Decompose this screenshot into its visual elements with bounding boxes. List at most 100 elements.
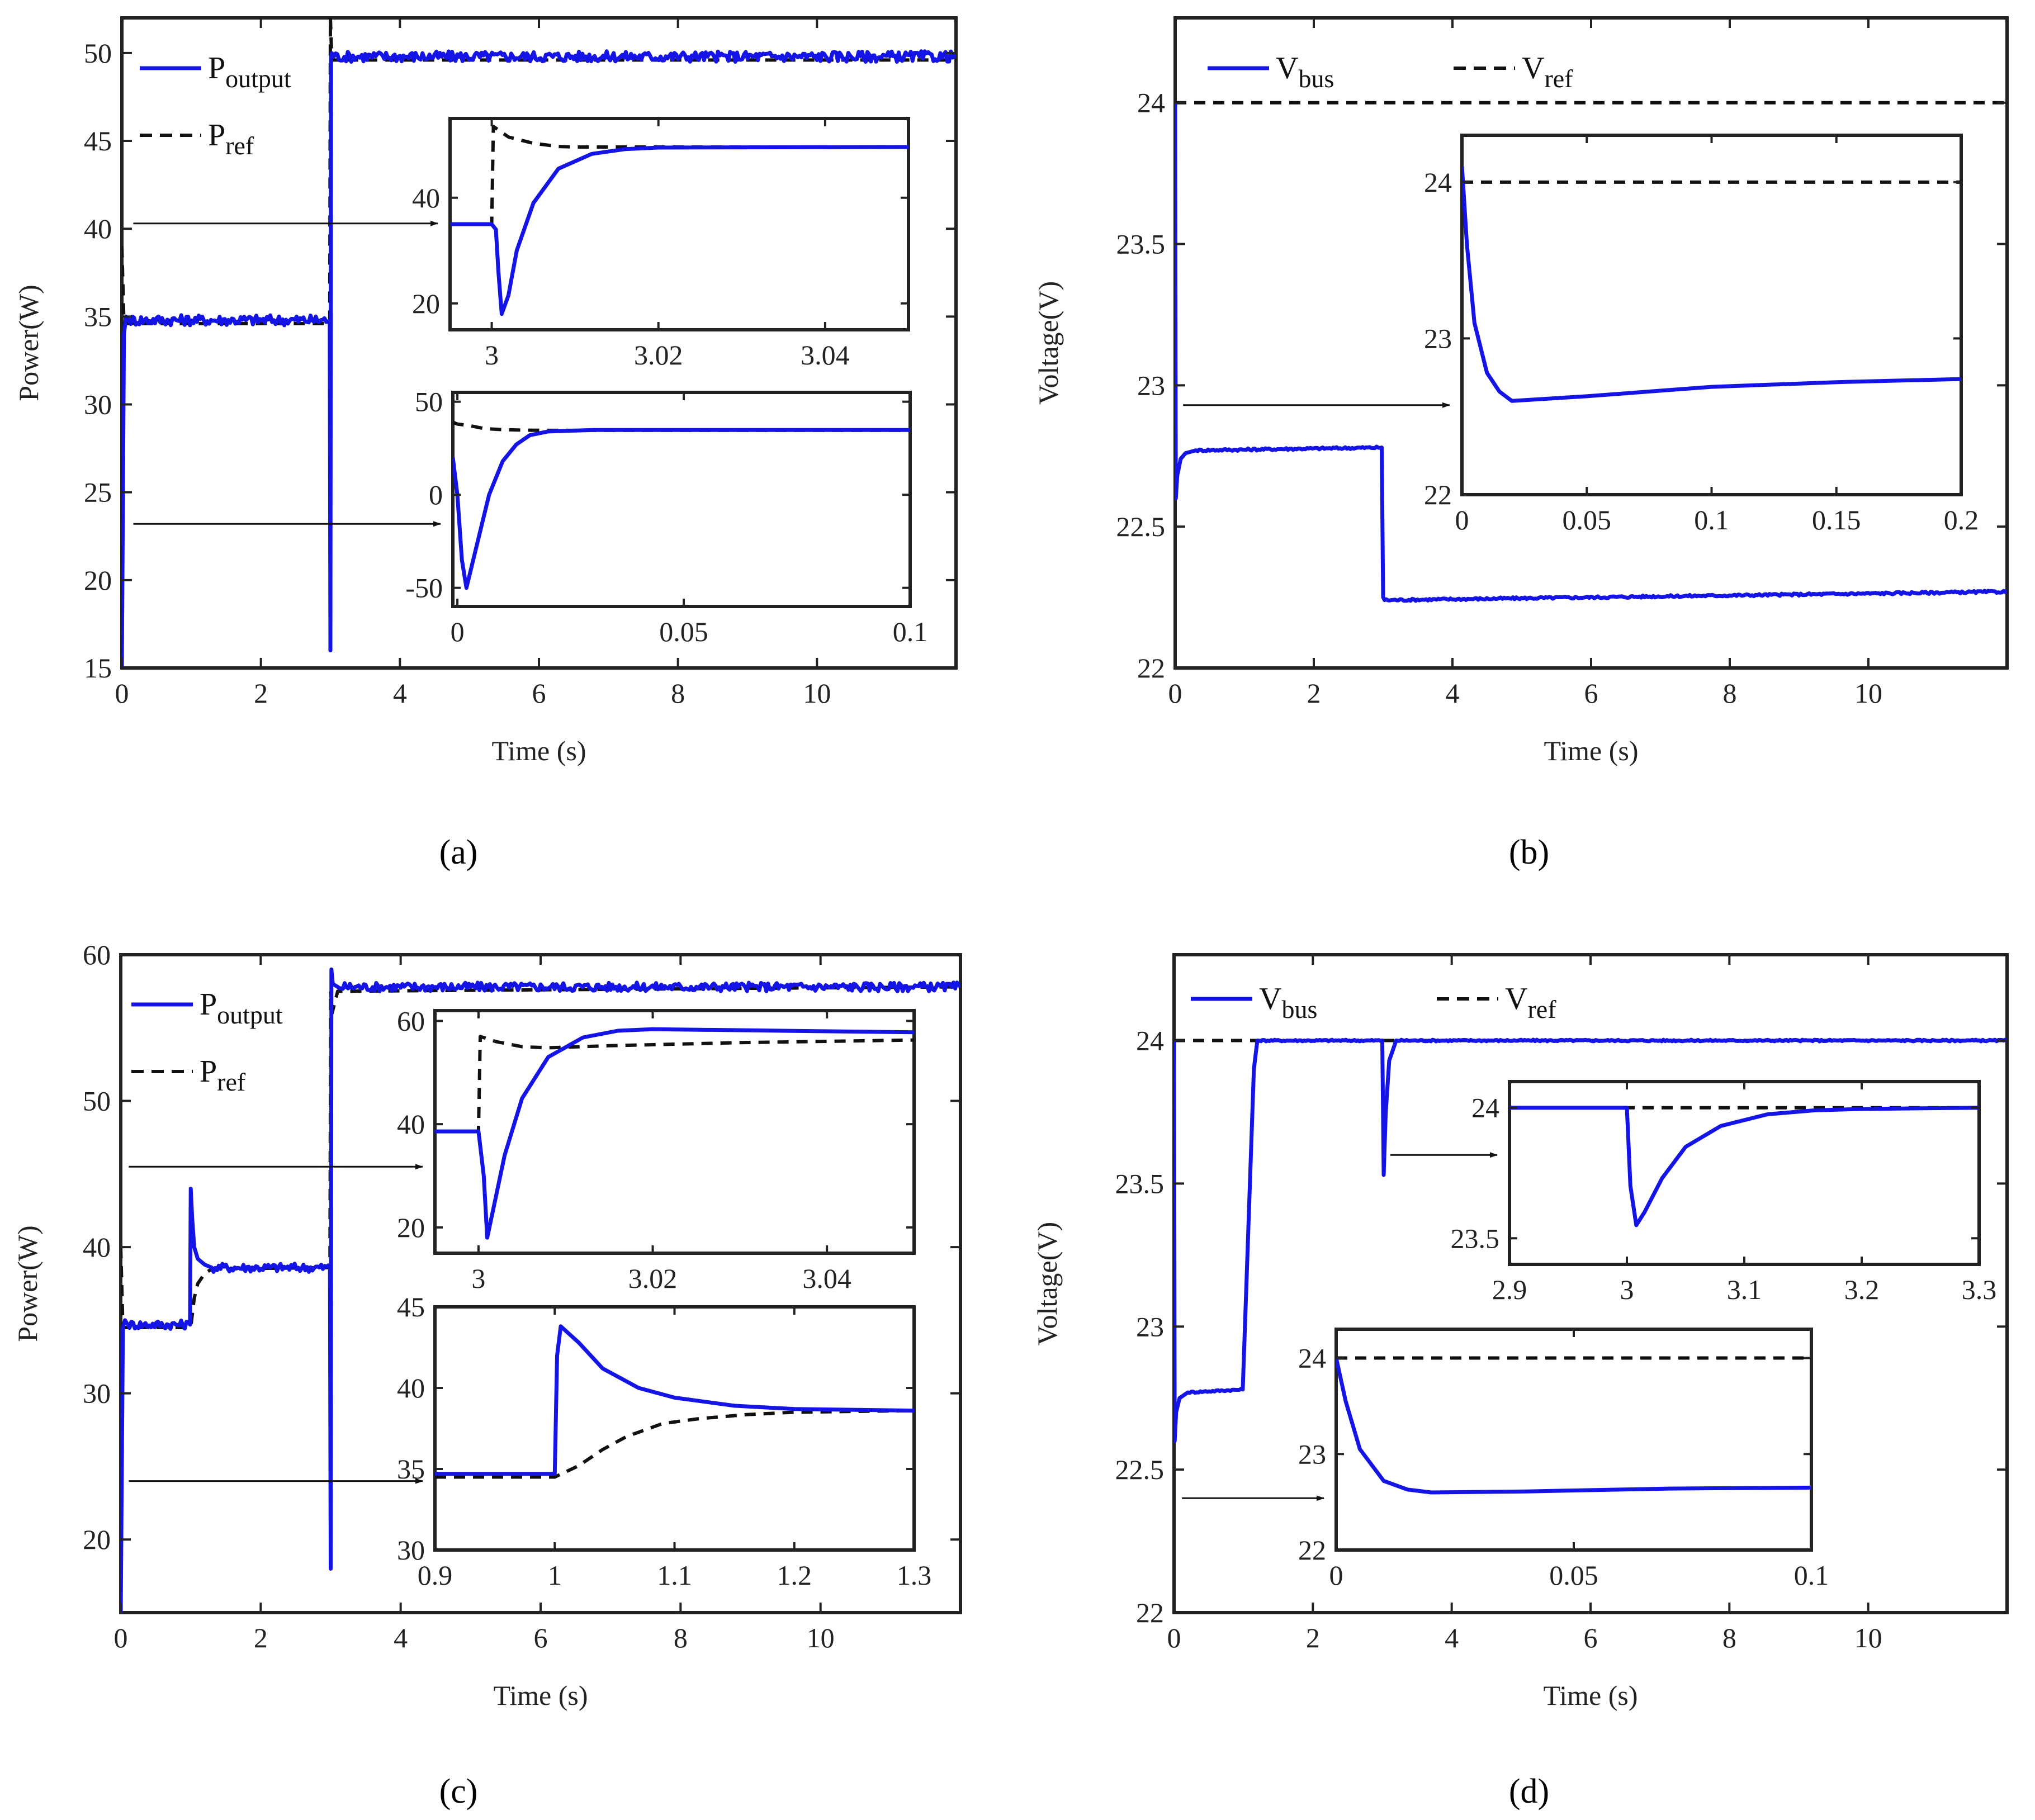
panel-a-inset-1-xtick-label: 0: [451, 616, 465, 647]
panel-c-inset-0-ytick-label: 20: [397, 1212, 425, 1243]
panel-d-inset-0-xtick-label: 3.2: [1844, 1274, 1880, 1305]
panel-c-inset-1-xtick-label: 0.9: [418, 1560, 453, 1591]
panel-b-xtick-label: 6: [1584, 677, 1598, 709]
panel-b-xtick-label: 0: [1168, 677, 1182, 709]
panel-d-xtick-label: 6: [1584, 1622, 1598, 1653]
panel-d-inset-1: 0 0.05 0.1 22 23 24: [1298, 1328, 1829, 1591]
panel-d-inset-1-series-Vbus: [1336, 1357, 1811, 1495]
panel-a-xtick-label: 6: [532, 677, 546, 709]
caption-a: (a): [439, 833, 478, 871]
panel-a-inset-0-xtick-label: 3: [485, 339, 499, 371]
panel-a-inset-0-series-Pref: [450, 125, 908, 226]
panel-b-inset-0-ytick-label: 24: [1424, 167, 1452, 198]
panel-c-inset-1-xtick-label: 1.1: [657, 1560, 692, 1591]
panel-c-inset-0-series-Poutput: [435, 1027, 914, 1240]
panel-d-xtick-label: 10: [1854, 1622, 1882, 1653]
panel-c: 0 2 4 6 8 10 20 30 40 50 60 Time (s) Power(W) 3 3.02 3.…: [12, 939, 962, 1711]
panel-b-xtick-label: 2: [1307, 677, 1321, 709]
panel-c-ytick-label: 50: [83, 1086, 111, 1117]
panel-b-ytick-label: 23.5: [1116, 229, 1166, 260]
panel-a-inset-0-xtick-label: 3.04: [801, 339, 850, 371]
panel-a-series-group: [122, 18, 956, 668]
panel-c-ytick-label: 60: [83, 939, 111, 970]
panel-c-inset-1-xtick-label: 1.2: [777, 1560, 812, 1591]
panel-c-legend-label-Poutput: Poutput: [200, 987, 283, 1029]
panel-b-inset-0-xtick-label: 0.05: [1563, 504, 1612, 535]
panel-b-xtick-label: 4: [1446, 677, 1460, 709]
panel-d-inset-0-ytick-label: 24: [1471, 1092, 1499, 1124]
panel-c-inset-1-ytick-label: 35: [397, 1453, 425, 1485]
panel-d-inset-0-series-group: [1509, 1106, 1979, 1227]
panel-a-inset-1-series-Pref: [453, 420, 910, 432]
panel-d-inset-0-xtick-label: 3.3: [1962, 1274, 1997, 1305]
panel-c-inset-0-frame: [433, 1009, 916, 1255]
panel-b-inset-0-xtick-label: 0.15: [1812, 504, 1861, 535]
panel-c-inset-1-xtick-label: 1.3: [897, 1560, 932, 1591]
panel-c-xlabel: Time (s): [493, 1680, 588, 1711]
panel-c-series-group: [121, 967, 960, 1613]
panel-a-ytick-label: 50: [84, 37, 112, 69]
panel-d-series-group: [1174, 1037, 2007, 1443]
panel-c-inset-0-xtick-label: 3.02: [628, 1263, 678, 1294]
panel-c-inset-1-frame: [433, 1305, 916, 1552]
panel-b-inset-0: 0 0.05 0.1 0.15 0.2 22 23 24: [1424, 134, 1979, 535]
panel-a-ytick-label: 40: [84, 213, 112, 244]
panel-b-xlabel: Time (s): [1544, 735, 1638, 766]
panel-a-inset-0-ytick-label: 20: [412, 288, 440, 319]
panel-d-xlabel: Time (s): [1543, 1680, 1638, 1711]
panel-a-ytick-label: 30: [84, 389, 112, 420]
panel-b-ylabel: Voltage(V): [1033, 281, 1064, 405]
panel-a-xlabel: Time (s): [491, 735, 586, 766]
panel-c-xtick-label: 10: [807, 1622, 835, 1653]
panel-b-ytick-label: 22.5: [1116, 511, 1166, 542]
panel-a-inset-0-series-group: [450, 125, 908, 316]
panel-b-inset-0-ytick-label: 22: [1424, 479, 1452, 510]
panel-c-inset-1-series-group: [435, 1324, 914, 1479]
panel-d-legend-label-Vref: Vref: [1505, 982, 1556, 1023]
panel-d-inset-0-xtick-label: 3.1: [1727, 1274, 1762, 1305]
panel-b-ytick-label: 24: [1137, 87, 1165, 119]
panel-a-inset-0-ytick-label: 40: [412, 182, 440, 214]
panel-b-xtick-label: 10: [1854, 677, 1882, 709]
panel-a-xtick-label: 0: [115, 677, 129, 709]
panel-d-ytick-label: 22: [1136, 1597, 1164, 1628]
panel-d-inset-1-ytick-label: 22: [1298, 1534, 1326, 1566]
panel-a-ytick-label: 15: [84, 652, 112, 684]
caption-b: (b): [1509, 833, 1549, 871]
panel-d-ylabel: Voltage(V): [1031, 1222, 1063, 1345]
panel-c-xtick-label: 6: [534, 1622, 548, 1653]
panel-c-inset-1-ytick-label: 40: [397, 1372, 425, 1404]
panel-c-xtick-label: 8: [674, 1622, 688, 1653]
panel-a-ytick-label: 35: [84, 301, 112, 332]
panel-c-inset-1-series-Poutput: [435, 1324, 914, 1476]
panel-a-xtick-label: 2: [254, 677, 268, 709]
panel-c-xtick-label: 2: [254, 1622, 268, 1653]
panel-d-inset-0-ytick-label: 23.5: [1451, 1222, 1500, 1254]
panel-d-xtick-label: 8: [1722, 1622, 1736, 1653]
panel-b-inset-0-xtick-label: 0.2: [1944, 504, 1979, 535]
panel-a-xtick-label: 4: [393, 677, 407, 709]
panel-c-inset-0-series-Pref: [435, 1035, 914, 1134]
panel-a-inset-0-frame: [448, 117, 910, 331]
panel-c-inset-1: 0.9 1 1.1 1.2 1.3 30 35 40 45: [397, 1291, 931, 1591]
panel-c-ylabel: Power(W): [12, 1225, 43, 1342]
panel-a-inset-0: 3 3.02 3.04 20 40: [412, 117, 910, 371]
panel-c-series-Poutput: [121, 967, 960, 1613]
panel-a-inset-1-ytick-label: -50: [405, 572, 443, 604]
panel-b-inset-0-ytick-label: 23: [1424, 323, 1452, 354]
panel-c-inset-0-xtick-label: 3.04: [802, 1263, 851, 1294]
panel-a-inset-0-xtick-label: 3.02: [634, 339, 683, 371]
panel-b-ytick-label: 23: [1137, 369, 1165, 401]
panel-a-inset-1-xtick-label: 0.1: [893, 616, 928, 647]
panel-d-inset-0-series-Vbus: [1509, 1106, 1979, 1227]
panel-c-inset-0-series-group: [435, 1027, 914, 1240]
caption-c: (c): [439, 1772, 478, 1810]
panel-a-inset-1: 0 0.05 0.1 -50 0 50: [405, 386, 927, 647]
panel-a-inset-1-series-group: [453, 420, 910, 590]
panel-d-ytick-label: 22.5: [1115, 1454, 1165, 1485]
panel-d-inset-0-xtick-label: 2.9: [1492, 1274, 1527, 1305]
panel-c-inset-0-ytick-label: 40: [397, 1108, 425, 1140]
panel-c-ytick-label: 20: [83, 1524, 111, 1555]
